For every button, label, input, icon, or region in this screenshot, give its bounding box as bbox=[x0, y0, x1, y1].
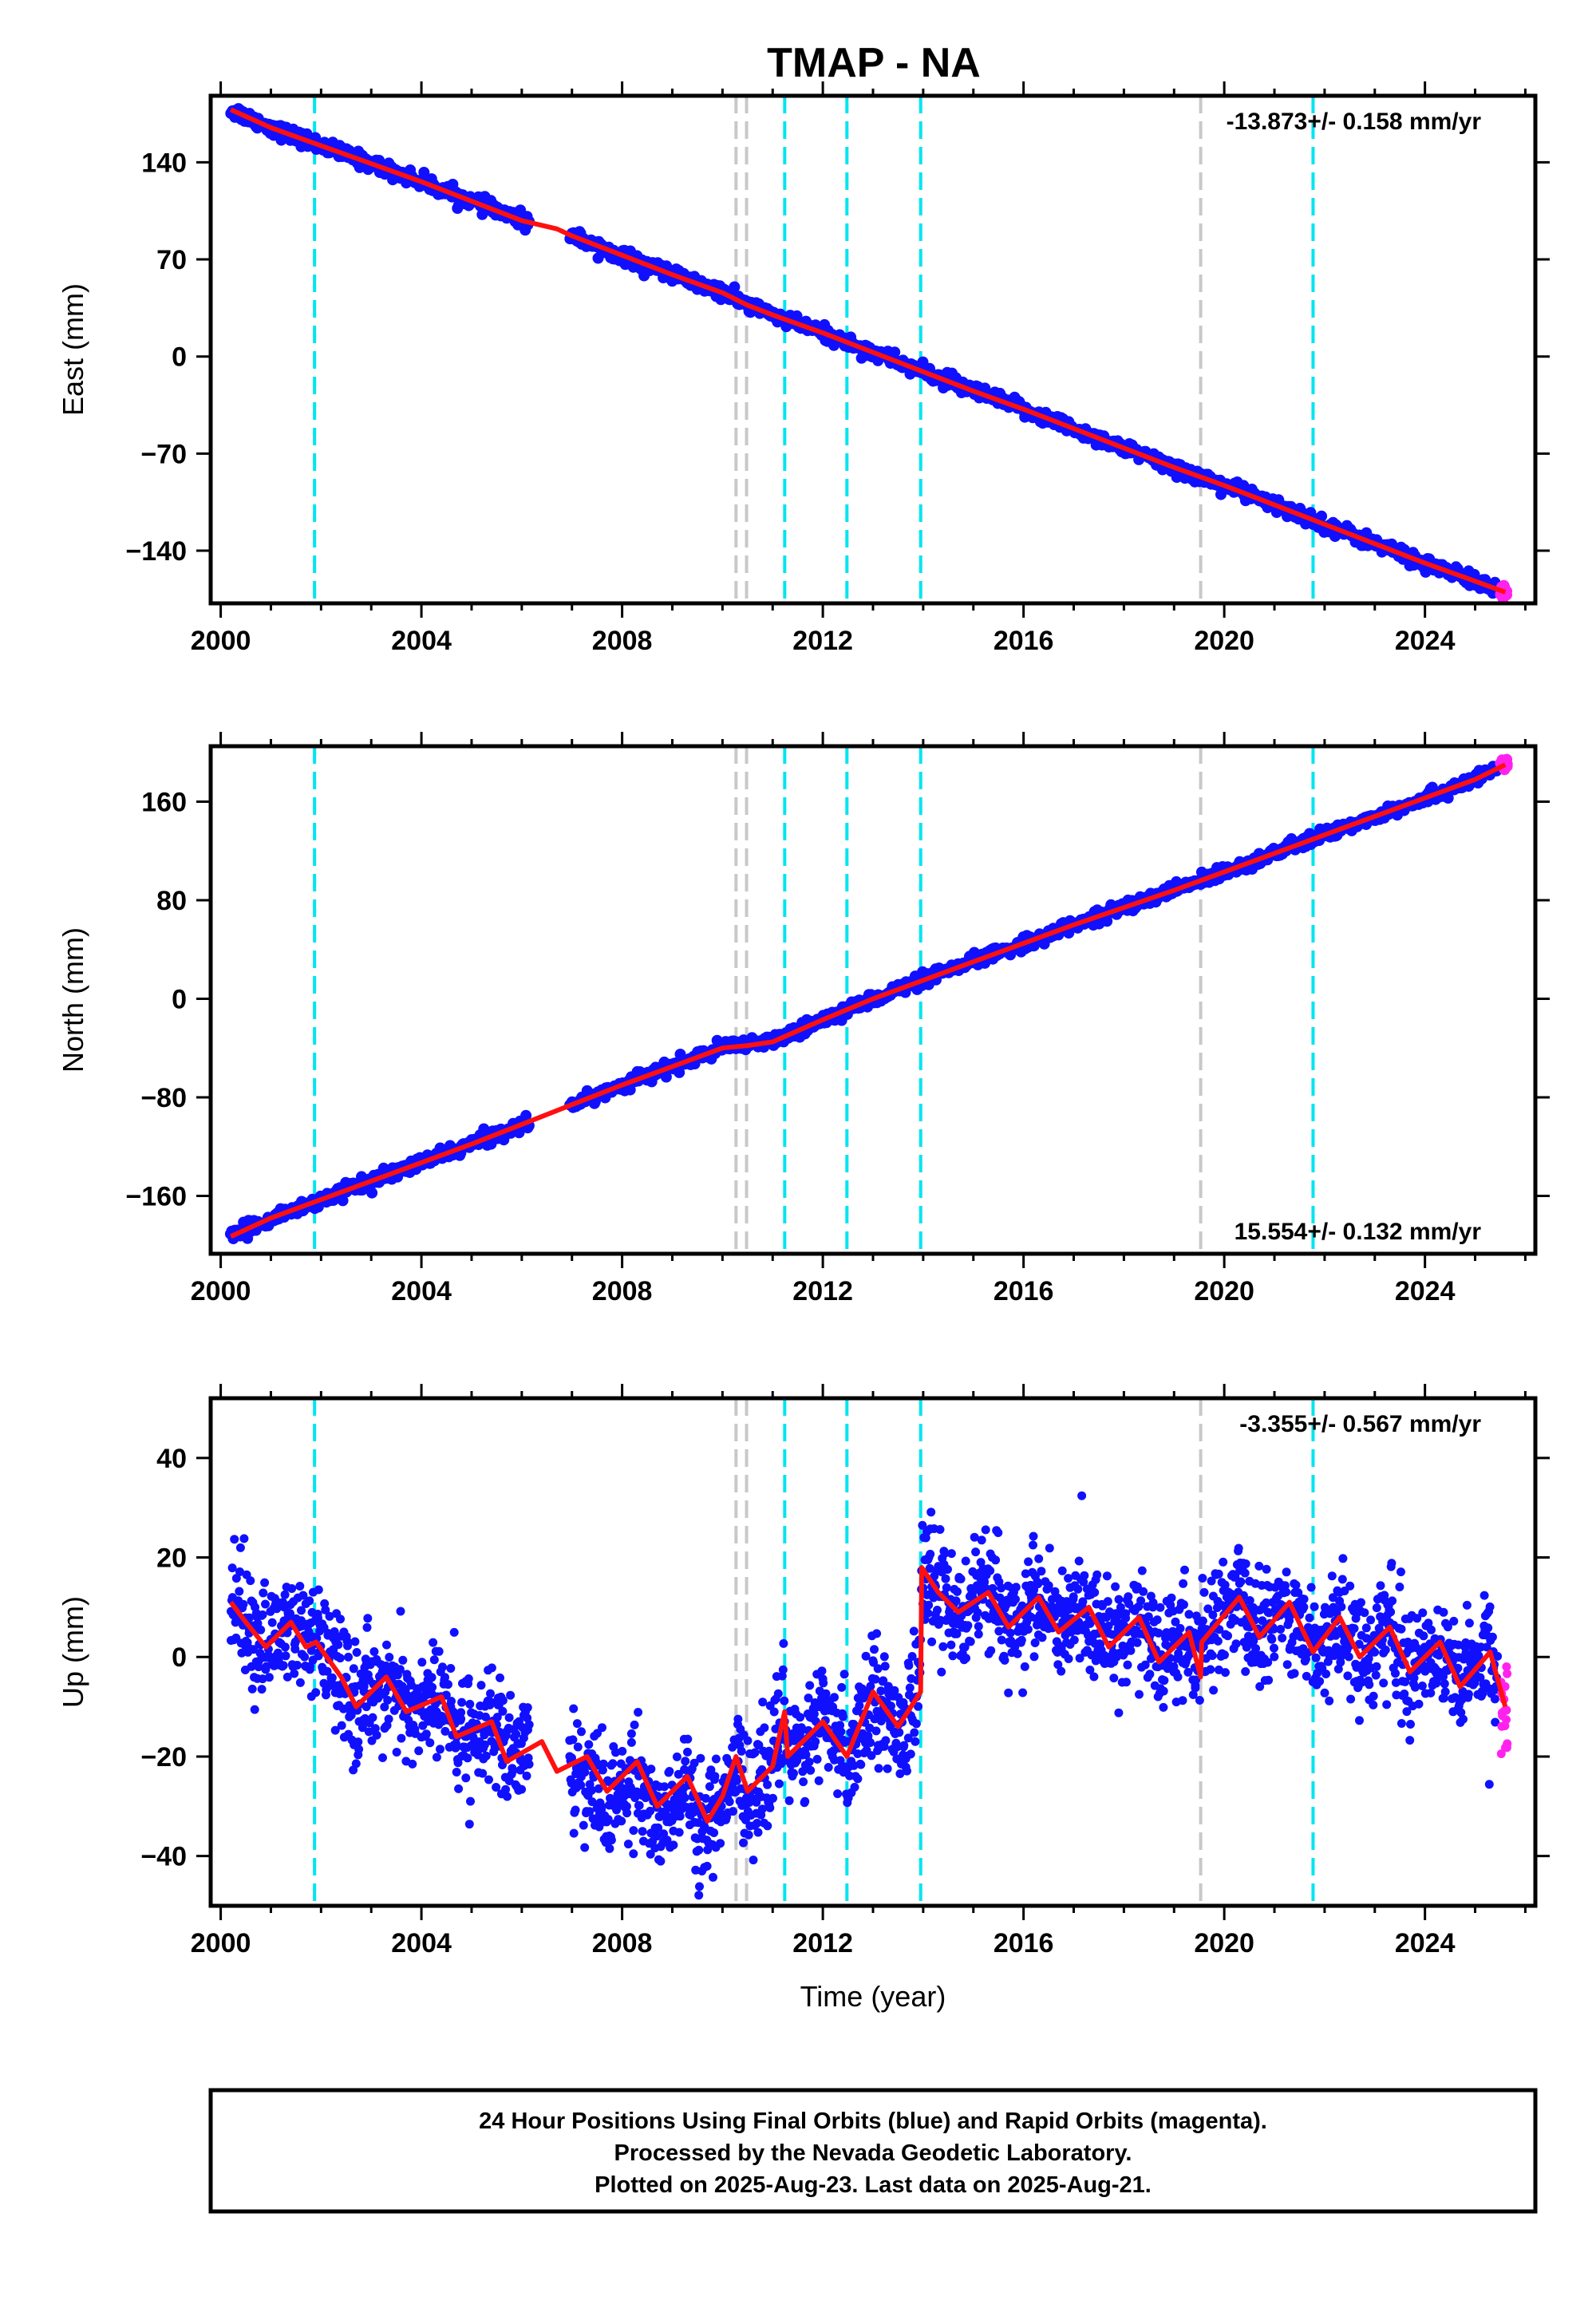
y-tick-label: 40 bbox=[156, 1444, 187, 1474]
velocity-label: -3.355+/- 0.567 mm/yr bbox=[1239, 1411, 1481, 1437]
x-axis-label: Time (year) bbox=[800, 1980, 946, 2013]
y-tick-label: −40 bbox=[140, 1842, 187, 1872]
east-panel: 2000 2004 2008 2012 2016 2020 2024 140 70 0 −70 −14… bbox=[57, 81, 1550, 656]
x-tick-label: 2016 bbox=[994, 1928, 1054, 1958]
x-tick-label: 2004 bbox=[391, 1928, 452, 1958]
plot-area bbox=[224, 746, 1513, 1254]
model-line bbox=[228, 1565, 1508, 1824]
x-tick-label: 2000 bbox=[191, 1276, 251, 1306]
x-tick-label: 2000 bbox=[191, 1928, 251, 1958]
y-tick-label: 140 bbox=[141, 148, 187, 178]
footer-frame bbox=[208, 2088, 1538, 2214]
final-orbit-points bbox=[227, 1491, 1503, 1900]
x-tick-label: 2000 bbox=[191, 626, 251, 656]
x-tick-label: 2020 bbox=[1194, 1276, 1254, 1306]
x-tick-label: 2024 bbox=[1395, 1276, 1456, 1306]
up-panel: 2000 2004 2008 2012 2016 2020 2024 40 20 0 −20 −40 U… bbox=[57, 1384, 1550, 2013]
x-tick-label: 2004 bbox=[391, 1276, 452, 1306]
y-tick-label: 0 bbox=[172, 342, 187, 373]
final-points-path bbox=[227, 1491, 1503, 1900]
y-tick-label: 160 bbox=[141, 787, 187, 817]
y-axis-label: Up (mm) bbox=[57, 1596, 89, 1708]
x-tick-label: 2012 bbox=[792, 1276, 853, 1306]
plot-area bbox=[225, 96, 1512, 603]
plot-area bbox=[227, 1398, 1512, 1906]
y-tick-label: −140 bbox=[125, 536, 187, 567]
footer-line-3: Plotted on 2025-Aug-23. Last data on 202… bbox=[595, 2172, 1152, 2198]
north-panel: 2000 2004 2008 2012 2016 2020 2024 160 80 0 −80 −16… bbox=[57, 732, 1550, 1306]
velocity-label: -13.873+/- 0.158 mm/yr bbox=[1227, 109, 1482, 135]
footer-line-1: 24 Hour Positions Using Final Orbits (bl… bbox=[479, 2109, 1267, 2134]
x-tick-label: 2004 bbox=[391, 626, 452, 656]
x-tick-label: 2024 bbox=[1395, 626, 1456, 656]
y-tick-label: −70 bbox=[140, 439, 187, 469]
x-tick-label: 2012 bbox=[792, 626, 853, 656]
x-tick-label: 2020 bbox=[1194, 626, 1254, 656]
y-tick-label: −160 bbox=[125, 1181, 187, 1211]
x-tick-label: 2008 bbox=[592, 626, 653, 656]
chart-title: TMAP - NA bbox=[767, 40, 981, 86]
x-tick-label: 2016 bbox=[994, 1276, 1054, 1306]
x-tick-label: 2024 bbox=[1395, 1928, 1456, 1958]
y-tick-label: −80 bbox=[140, 1083, 187, 1113]
y-tick-label: −20 bbox=[140, 1742, 187, 1773]
y-tick-label: 0 bbox=[172, 984, 187, 1014]
footer-line-2: Processed by the Nevada Geodetic Laborat… bbox=[614, 2140, 1132, 2166]
x-tick-label: 2016 bbox=[994, 626, 1054, 656]
velocity-label: 15.554+/- 0.132 mm/yr bbox=[1235, 1219, 1482, 1245]
model-line bbox=[229, 762, 1507, 1239]
x-tick-label: 2020 bbox=[1194, 1928, 1254, 1958]
x-tick-label: 2012 bbox=[792, 1928, 853, 1958]
y-tick-label: 20 bbox=[156, 1543, 187, 1574]
footer-box: 24 Hour Positions Using Final Orbits (bl… bbox=[208, 2088, 1538, 2214]
y-tick-label: 0 bbox=[172, 1642, 187, 1673]
y-tick-label: 70 bbox=[156, 245, 187, 275]
y-axis-label: East (mm) bbox=[57, 283, 89, 416]
x-tick-label: 2008 bbox=[592, 1928, 653, 1958]
model-line bbox=[229, 107, 1507, 595]
x-tick-label: 2008 bbox=[592, 1276, 653, 1306]
y-axis-label: North (mm) bbox=[57, 927, 89, 1073]
y-tick-label: 80 bbox=[156, 886, 187, 916]
